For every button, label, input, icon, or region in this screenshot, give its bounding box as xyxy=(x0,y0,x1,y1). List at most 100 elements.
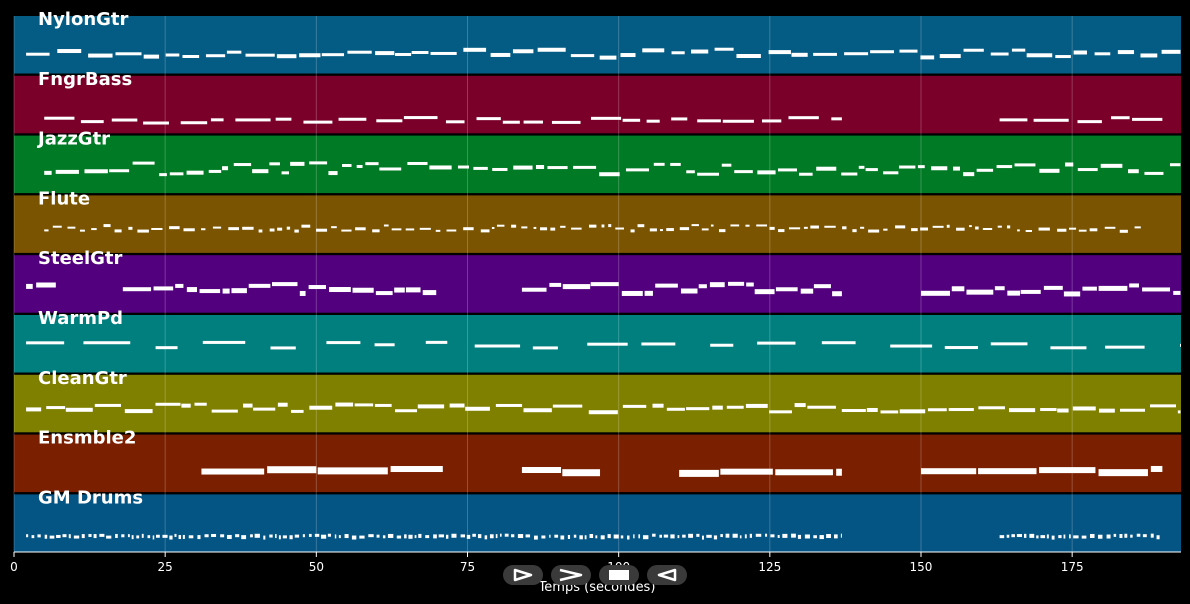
note-block xyxy=(1040,535,1046,539)
note-block xyxy=(1077,120,1102,124)
note-block xyxy=(951,286,965,292)
stop-button[interactable] xyxy=(599,565,639,585)
note-block xyxy=(644,290,653,296)
note-block xyxy=(939,54,961,59)
note-block xyxy=(621,290,643,296)
note-block xyxy=(490,52,511,57)
note-block xyxy=(372,229,380,233)
note-block xyxy=(666,228,674,232)
note-block xyxy=(1050,346,1087,350)
note-block xyxy=(734,170,753,174)
note-block xyxy=(803,226,808,229)
track-label: CleanGtr xyxy=(38,368,127,389)
note-block xyxy=(476,117,501,121)
note-block xyxy=(205,54,226,58)
note-block xyxy=(254,533,260,538)
note-block xyxy=(356,164,363,168)
note-block xyxy=(395,409,418,413)
note-block xyxy=(314,533,320,537)
note-block xyxy=(697,119,721,123)
note-block xyxy=(335,402,354,407)
note-block xyxy=(1072,406,1096,411)
note-block xyxy=(26,534,29,538)
note-block xyxy=(338,117,367,121)
note-block xyxy=(1130,534,1133,538)
track-lane xyxy=(14,434,1181,493)
note-block xyxy=(663,534,669,538)
note-block xyxy=(841,172,858,176)
note-block xyxy=(547,166,568,170)
note-block xyxy=(721,163,732,167)
note-block xyxy=(44,534,48,539)
note-block xyxy=(326,341,361,345)
note-block xyxy=(720,534,723,538)
note-block xyxy=(114,229,122,233)
note-block xyxy=(258,229,263,233)
note-block xyxy=(969,225,972,228)
note-block xyxy=(387,533,394,538)
play-button[interactable] xyxy=(503,565,543,585)
note-block xyxy=(1142,287,1171,292)
note-block xyxy=(1105,345,1145,349)
note-block xyxy=(686,407,710,411)
note-block xyxy=(625,168,649,172)
note-block xyxy=(231,288,247,294)
note-block xyxy=(666,407,685,411)
note-block xyxy=(1039,168,1060,173)
note-block xyxy=(642,48,665,53)
note-block xyxy=(1098,285,1128,291)
note-block xyxy=(920,290,950,296)
note-block xyxy=(927,408,947,412)
note-block xyxy=(128,226,133,230)
rewind-button[interactable] xyxy=(647,565,687,585)
note-block xyxy=(235,118,271,122)
note-block xyxy=(1073,50,1087,55)
next-button[interactable] xyxy=(551,565,591,585)
note-block xyxy=(106,535,112,539)
note-block xyxy=(44,116,75,120)
note-block xyxy=(169,535,173,540)
note-block xyxy=(769,226,775,230)
note-block xyxy=(270,346,296,350)
note-block xyxy=(457,165,469,169)
note-block xyxy=(554,534,559,538)
note-block xyxy=(718,229,726,233)
note-block xyxy=(141,533,144,538)
note-block xyxy=(37,534,41,538)
note-block xyxy=(136,535,140,539)
note-block xyxy=(1073,535,1079,539)
note-block xyxy=(982,227,993,230)
note-block xyxy=(754,289,775,295)
note-block xyxy=(405,287,421,293)
note-block xyxy=(484,535,488,540)
note-block xyxy=(334,534,337,539)
note-block xyxy=(165,53,180,57)
note-block xyxy=(477,534,482,539)
note-block xyxy=(502,120,520,124)
note-block xyxy=(858,165,865,169)
note-block xyxy=(211,533,217,537)
note-block xyxy=(84,169,108,174)
note-block xyxy=(137,229,149,233)
note-block xyxy=(445,534,449,539)
note-block xyxy=(1113,533,1117,537)
note-block xyxy=(911,228,918,232)
note-block xyxy=(91,228,97,231)
note-block xyxy=(411,50,429,54)
note-block xyxy=(608,224,612,228)
note-block xyxy=(630,229,635,233)
note-block xyxy=(374,343,395,347)
note-block xyxy=(755,533,762,537)
note-block xyxy=(463,227,474,231)
note-block xyxy=(777,168,797,172)
note-block xyxy=(202,340,246,344)
note-block xyxy=(396,535,402,539)
note-block xyxy=(804,534,810,539)
note-block xyxy=(932,225,944,228)
x-tick-label: 0 xyxy=(10,560,18,574)
note-block xyxy=(289,535,293,540)
note-block xyxy=(712,405,723,410)
note-block xyxy=(1119,229,1128,233)
play-outline-icon xyxy=(513,568,533,582)
note-block xyxy=(1008,408,1036,413)
